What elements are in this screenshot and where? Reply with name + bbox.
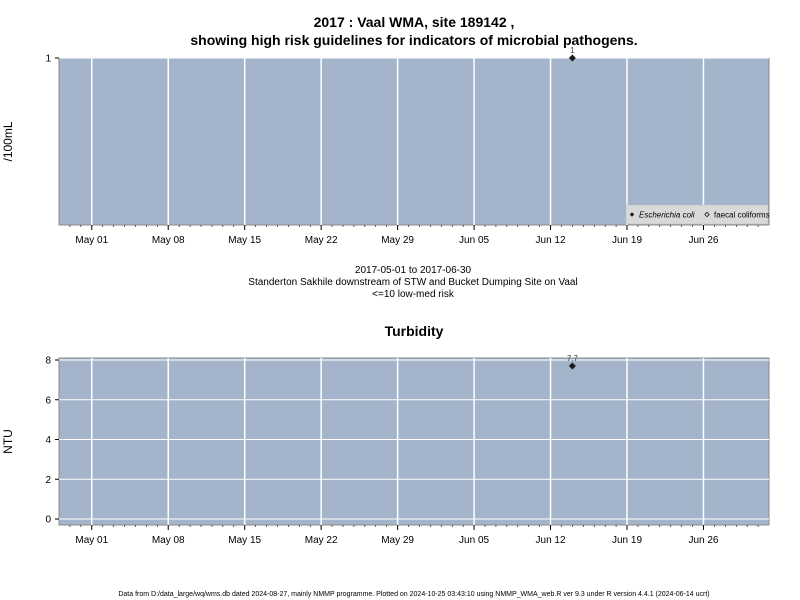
x-tick-label: May 01 (75, 235, 108, 246)
data-point (568, 362, 576, 370)
y-tick-label: 6 (45, 395, 51, 406)
x-tick-label: May 15 (228, 235, 261, 246)
plot-area (58, 57, 770, 226)
y-tick-label: 1 (45, 54, 51, 65)
microbial-panel: May 01 May 08 May 15 May 22 May 29 Jun 05 Jun … (1, 46, 770, 246)
x-tick-label: Jun 26 (688, 235, 718, 246)
y-tick-label: 4 (45, 435, 51, 446)
x-tick-label: May 15 (228, 535, 261, 546)
y-tick-label: 8 (45, 355, 51, 366)
risk-caption: <=10 low-med risk (372, 289, 455, 300)
y-axis-label: /100mL (1, 121, 15, 161)
x-tick-label: Jun 12 (536, 235, 566, 246)
site-description-caption: Standerton Sakhile downstream of STW and… (248, 277, 577, 288)
data-label: 1 (570, 46, 575, 55)
chart-title-line-1: 2017 : Vaal WMA, site 189142 , (314, 14, 515, 30)
turbidity-panel: May 01 May 08 May 15 May 22 May 29 Jun 05 Jun … (1, 323, 770, 546)
y-tick-label: 0 (45, 515, 51, 526)
x-tick-label: May 08 (152, 235, 185, 246)
x-tick-label: May 29 (381, 235, 414, 246)
chart-title-line-2: showing high risk guidelines for indicat… (190, 32, 637, 48)
x-tick-label: Jun 05 (459, 535, 489, 546)
y-tick-label: 2 (45, 475, 51, 486)
y-axis-label: NTU (1, 429, 15, 454)
x-tick-label: May 22 (305, 535, 338, 546)
legend-label: Escherichia coli (639, 211, 695, 220)
legend-box (625, 204, 769, 225)
x-tick-label: May 01 (75, 535, 108, 546)
data-label: 7.7 (567, 354, 579, 363)
legend-marker-filled (629, 212, 635, 217)
x-tick-label: May 29 (381, 535, 414, 546)
panel-title: Turbidity (385, 323, 444, 339)
legend-marker-open (704, 211, 710, 218)
x-tick-label: Jun 19 (612, 235, 642, 246)
data-point (568, 54, 576, 62)
x-tick-label: May 08 (152, 535, 185, 546)
x-tick-label: Jun 26 (688, 535, 718, 546)
x-tick-label: May 22 (305, 235, 338, 246)
date-range-caption: 2017-05-01 to 2017-06-30 (355, 265, 472, 276)
plot-area (58, 357, 770, 526)
legend-label: faecal coliforms (714, 211, 770, 220)
footer-note: Data from D:/data_large/wq/wms.db dated … (118, 591, 709, 598)
x-tick-label: Jun 19 (612, 535, 642, 546)
x-tick-label: Jun 12 (536, 535, 566, 546)
x-tick-label: Jun 05 (459, 235, 489, 246)
